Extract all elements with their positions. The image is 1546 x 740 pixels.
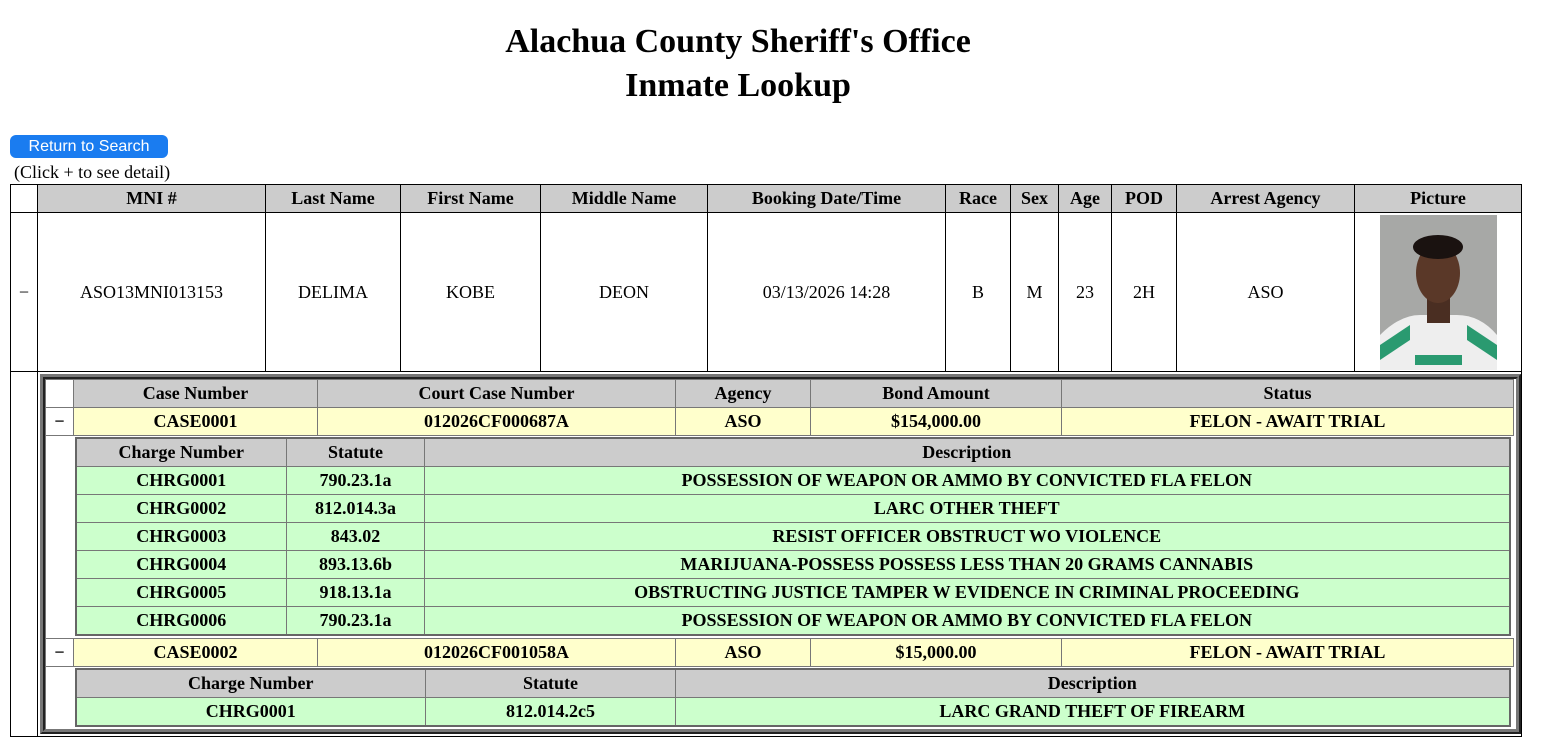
inmate-header: POD — [1111, 184, 1177, 213]
first-name: KOBE — [400, 212, 541, 372]
description: RESIST OFFICER OBSTRUCT WO VIOLENCE — [424, 522, 1510, 551]
inmate-header: Picture — [1354, 184, 1522, 213]
case-agency: ASO — [675, 407, 811, 436]
description: OBSTRUCTING JUSTICE TAMPER W EVIDENCE IN… — [424, 578, 1510, 607]
statute: 812.014.3a — [286, 494, 425, 523]
description: POSSESSION OF WEAPON OR AMMO BY CONVICTE… — [424, 606, 1510, 636]
inmate-header: Arrest Agency — [1176, 184, 1355, 213]
sex: M — [1010, 212, 1059, 372]
pod: 2H — [1111, 212, 1177, 372]
case-table: Case Number Court Case Number Agency Bond A… — [45, 379, 1514, 638]
case-header: Case Number — [73, 379, 318, 408]
charge-header: Charge Number — [75, 668, 426, 698]
hint-text: (Click + to see detail) — [14, 162, 171, 182]
age: 23 — [1058, 212, 1112, 372]
statute: 843.02 — [286, 522, 425, 551]
description: MARIJUANA-POSSESS POSSESS LESS THAN 20 G… — [424, 550, 1510, 579]
case-bond: $15,000.00 — [810, 638, 1062, 667]
charge-header: Statute — [425, 668, 676, 698]
charge-row: CHRG0004 893.13.6b MARIJUANA-POSSESS POSSE… — [75, 550, 1510, 579]
charge-number: CHRG0001 — [75, 697, 426, 727]
charge-row: CHRG0006 790.23.1a POSSESSION OF WEAPON OR… — [75, 606, 1510, 636]
statute: 790.23.1a — [286, 606, 425, 636]
race: B — [945, 212, 1011, 372]
charge-header: Description — [675, 668, 1510, 698]
charge-number: CHRG0003 — [75, 522, 287, 551]
return-to-search-button[interactable]: Return to Search — [10, 135, 168, 158]
charge-number: CHRG0004 — [75, 550, 287, 579]
charge-number: CHRG0001 — [75, 466, 287, 495]
case-court: 012026CF000687A — [317, 407, 676, 436]
cases-panel: Case Number Court Case Number Agency Bond A… — [40, 374, 1521, 734]
inmate-header: Last Name — [265, 184, 401, 213]
booking-date: 03/13/2026 14:28 — [707, 212, 946, 372]
last-name: DELIMA — [265, 212, 401, 372]
case-header: Agency — [675, 379, 811, 408]
case-case: CASE0001 — [73, 407, 318, 436]
inmate-header: Middle Name — [540, 184, 708, 213]
charge-number: CHRG0006 — [75, 606, 287, 636]
charge-header: Statute — [286, 437, 425, 467]
case-row: − CASE0001 012026CF000687A ASO $154,000.00 FE… — [45, 407, 1514, 436]
inmate-header: Booking Date/Time — [707, 184, 946, 213]
charge-row: CHRG0002 812.014.3a LARC OTHER THEFT — [75, 494, 1510, 523]
case-status: FELON - AWAIT TRIAL — [1061, 407, 1514, 436]
case-case: CASE0002 — [73, 638, 318, 667]
statute: 790.23.1a — [286, 466, 425, 495]
inmate-photo[interactable] — [1354, 212, 1522, 372]
description: LARC GRAND THEFT OF FIREARM — [675, 697, 1510, 727]
statute: 893.13.6b — [286, 550, 425, 579]
case-status: FELON - AWAIT TRIAL — [1061, 638, 1514, 667]
charge-number: CHRG0002 — [75, 494, 287, 523]
case-header: Court Case Number — [317, 379, 676, 408]
inmate-header: First Name — [400, 184, 541, 213]
statute: 812.014.2c5 — [425, 697, 676, 727]
charges-table: Charge Number Statute Description CHRG0001 7… — [74, 437, 1511, 636]
inmate-table: MNI # Last Name First Name Middle Name Booki… — [10, 184, 1522, 737]
collapse-toggle[interactable]: − — [10, 212, 38, 372]
charge-header: Description — [424, 437, 1510, 467]
inmate-header: MNI # — [37, 184, 266, 213]
case-header: Status — [1061, 379, 1514, 408]
detail-row: Case Number Court Case Number Agency Bond A… — [10, 371, 1522, 737]
statute: 918.13.1a — [286, 578, 425, 607]
case-header: Bond Amount — [810, 379, 1062, 408]
middle-name: DEON — [540, 212, 708, 372]
collapse-toggle[interactable]: − — [45, 638, 74, 667]
charges-table: Charge Number Statute Description CHRG0001 8… — [74, 668, 1511, 727]
description: POSSESSION OF WEAPON OR AMMO BY CONVICTE… — [424, 466, 1510, 495]
page-title: Alachua County Sheriff's Office Inmate Lo… — [505, 23, 971, 104]
charge-header: Charge Number — [75, 437, 287, 467]
charge-row: CHRG0001 790.23.1a POSSESSION OF WEAPON OR… — [75, 466, 1510, 495]
mni: ASO13MNI013153 — [37, 212, 266, 372]
case-row: − CASE0002 012026CF001058A ASO $15,000.00 FEL… — [45, 638, 1514, 667]
case-table: − CASE0002 012026CF001058A ASO $15,000.00 FEL… — [45, 638, 1514, 729]
inmate-header: Race — [945, 184, 1011, 213]
inmate-header: Sex — [1010, 184, 1059, 213]
description: LARC OTHER THEFT — [424, 494, 1510, 523]
collapse-toggle[interactable]: − — [45, 407, 74, 436]
case-agency: ASO — [675, 638, 811, 667]
case-court: 012026CF001058A — [317, 638, 676, 667]
charge-number: CHRG0005 — [75, 578, 287, 607]
charge-row: CHRG0001 812.014.2c5 LARC GRAND THEFT OF F… — [75, 697, 1510, 727]
arrest-agency: ASO — [1176, 212, 1355, 372]
charge-row: CHRG0003 843.02 RESIST OFFICER OBSTRUCT WO… — [75, 522, 1510, 551]
inmate-row: − ASO13MNI013153 DELIMA KOBE DEON 03/13/… — [10, 212, 1522, 372]
case-bond: $154,000.00 — [810, 407, 1062, 436]
charge-row: CHRG0005 918.13.1a OBSTRUCTING JUSTICE TAM… — [75, 578, 1510, 607]
inmate-header: Age — [1058, 184, 1112, 213]
